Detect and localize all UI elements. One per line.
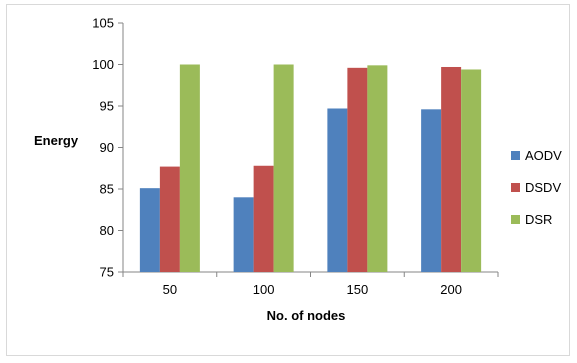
bar-dsr-200 [461,69,482,272]
bar-dsdv-150 [347,67,368,272]
bar-dsr-100 [273,64,294,272]
y-tick-label: 85 [100,182,114,197]
y-tick-label: 95 [100,99,114,114]
bar-dsdv-50 [159,166,180,272]
x-tick-label: 150 [347,282,369,297]
bar-aodv-50 [139,188,160,272]
bar-dsdv-100 [253,165,274,272]
legend-swatch-dsr [511,215,520,224]
bar-aodv-150 [327,108,348,273]
y-axis: 75 80 85 90 95 100 105 [92,16,124,280]
bar-dsr-50 [179,64,200,272]
bar-dsdv-200 [441,66,462,273]
legend-label-dsdv: DSDV [525,180,561,195]
x-tick-label: 50 [163,282,177,297]
y-axis-label: Energy [34,133,79,148]
legend-swatch-aodv [511,151,520,160]
bar-aodv-200 [421,109,442,272]
legend-swatch-dsdv [511,183,520,192]
x-tick-label: 100 [253,282,275,297]
x-axis: 50 100 150 200 [122,271,499,297]
y-tick-label: 100 [92,57,114,72]
y-tick-label: 75 [100,265,114,280]
x-axis-label: No. of nodes [267,308,346,323]
legend: AODV DSDV DSR [511,148,562,227]
bar-dsr-150 [367,65,388,272]
legend-label-aodv: AODV [525,148,562,163]
x-tick-label: 200 [440,282,462,297]
y-tick-label: 105 [92,16,114,31]
y-tick-label: 90 [100,140,114,155]
bars [139,64,482,273]
bar-aodv-100 [233,197,254,272]
legend-label-dsr: DSR [525,212,552,227]
y-tick-label: 80 [100,223,114,238]
